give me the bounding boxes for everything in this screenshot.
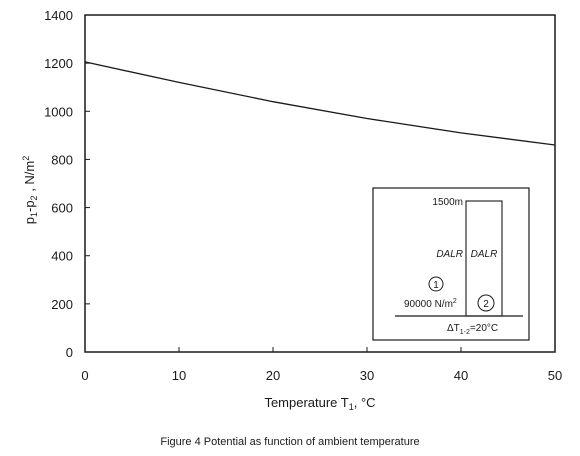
x-tick-label: 0: [81, 368, 88, 383]
y-tick-label: 1000: [44, 104, 73, 119]
y-tick-label: 400: [51, 249, 73, 264]
y-axis-ticks: 0 200 400 600 800 1000 1200 1400: [44, 8, 90, 360]
inset-circle-1-label: 1: [433, 280, 439, 291]
x-tick-label: 40: [454, 368, 468, 383]
y-tick-label: 800: [51, 152, 73, 167]
y-tick-label: 0: [66, 345, 73, 360]
y-tick-label: 600: [51, 201, 73, 216]
figure-caption: Figure 4 Potential as function of ambien…: [160, 436, 420, 448]
inset-diagram: 1500m DALR DALR 1 2 90000 N/m2 ΔT1-2=20°…: [372, 187, 530, 341]
x-axis-label: Temperature T1, °C: [264, 395, 375, 412]
y-axis-label: p1-p2 , N/m2: [21, 156, 39, 225]
y-tick-label: 200: [51, 297, 73, 312]
x-tick-label: 50: [548, 368, 562, 383]
inset-circle-2-label: 2: [483, 299, 489, 310]
inset-circle-1: [428, 276, 444, 292]
x-tick-label: 10: [172, 368, 186, 383]
inset-left-dalr: DALR: [436, 249, 463, 260]
inset-delta-label: ΔT1-2=20°C: [447, 323, 498, 336]
y-tick-label: 1200: [44, 56, 73, 71]
inset-right-dalr: DALR: [471, 249, 498, 260]
y-tick-label: 1400: [44, 8, 73, 23]
plot-frame: [84, 14, 556, 353]
inset-pressure-label: 90000 N/m2: [404, 298, 457, 310]
inset-frame: [372, 187, 530, 341]
series-line: [84, 61, 556, 146]
inset-height-label: 1500m: [432, 197, 463, 208]
chart: 0 200 400 600 800 1000 1200 1400 0 10 20 30 40 50 Te…: [21, 8, 562, 412]
inset-column: [465, 200, 503, 317]
inset-circle-2: [477, 294, 495, 312]
x-axis-ticks: 0 10 20 30 40 50: [81, 347, 562, 383]
x-tick-label: 30: [360, 368, 374, 383]
x-tick-label: 20: [266, 368, 280, 383]
